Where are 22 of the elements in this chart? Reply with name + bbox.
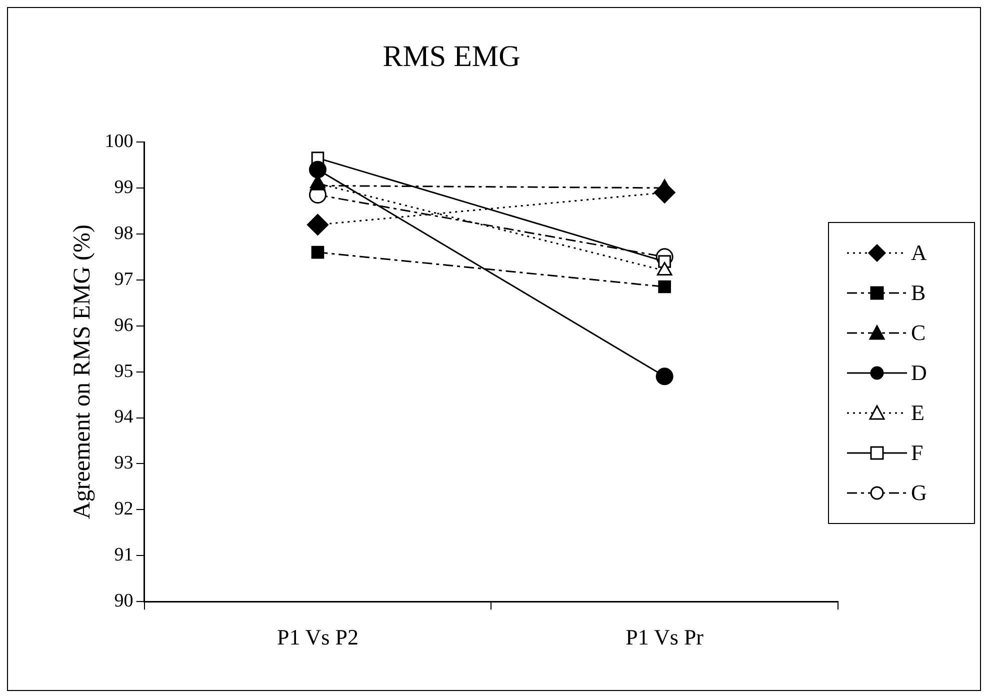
y-axis-title: Agreement on RMS EMG (%) — [70, 224, 96, 520]
legend-label: A — [911, 240, 927, 266]
y-tick-label: 92 — [114, 498, 134, 520]
chart-title: RMS EMG — [382, 40, 520, 73]
y-tick-label: 93 — [114, 452, 134, 474]
x-tick-label: P1 Vs Pr — [626, 624, 704, 650]
y-tick-label: 91 — [114, 544, 134, 566]
legend-label: D — [911, 360, 927, 386]
y-tick-label: 98 — [114, 222, 134, 244]
y-tick-label: 90 — [114, 590, 134, 612]
legend-label: G — [911, 480, 927, 506]
y-tick-label: 97 — [114, 268, 134, 290]
y-tick-label: 96 — [114, 314, 134, 336]
y-tick-label: 94 — [114, 406, 134, 428]
legend-label: B — [911, 280, 926, 306]
legend-label: E — [911, 400, 924, 426]
y-tick-label: 100 — [104, 130, 134, 152]
legend-label: C — [911, 320, 926, 346]
y-tick-label: 95 — [114, 360, 134, 382]
x-tick-label: P1 Vs P2 — [276, 624, 358, 650]
y-tick-label: 99 — [114, 176, 134, 198]
legend-label: F — [911, 440, 924, 466]
